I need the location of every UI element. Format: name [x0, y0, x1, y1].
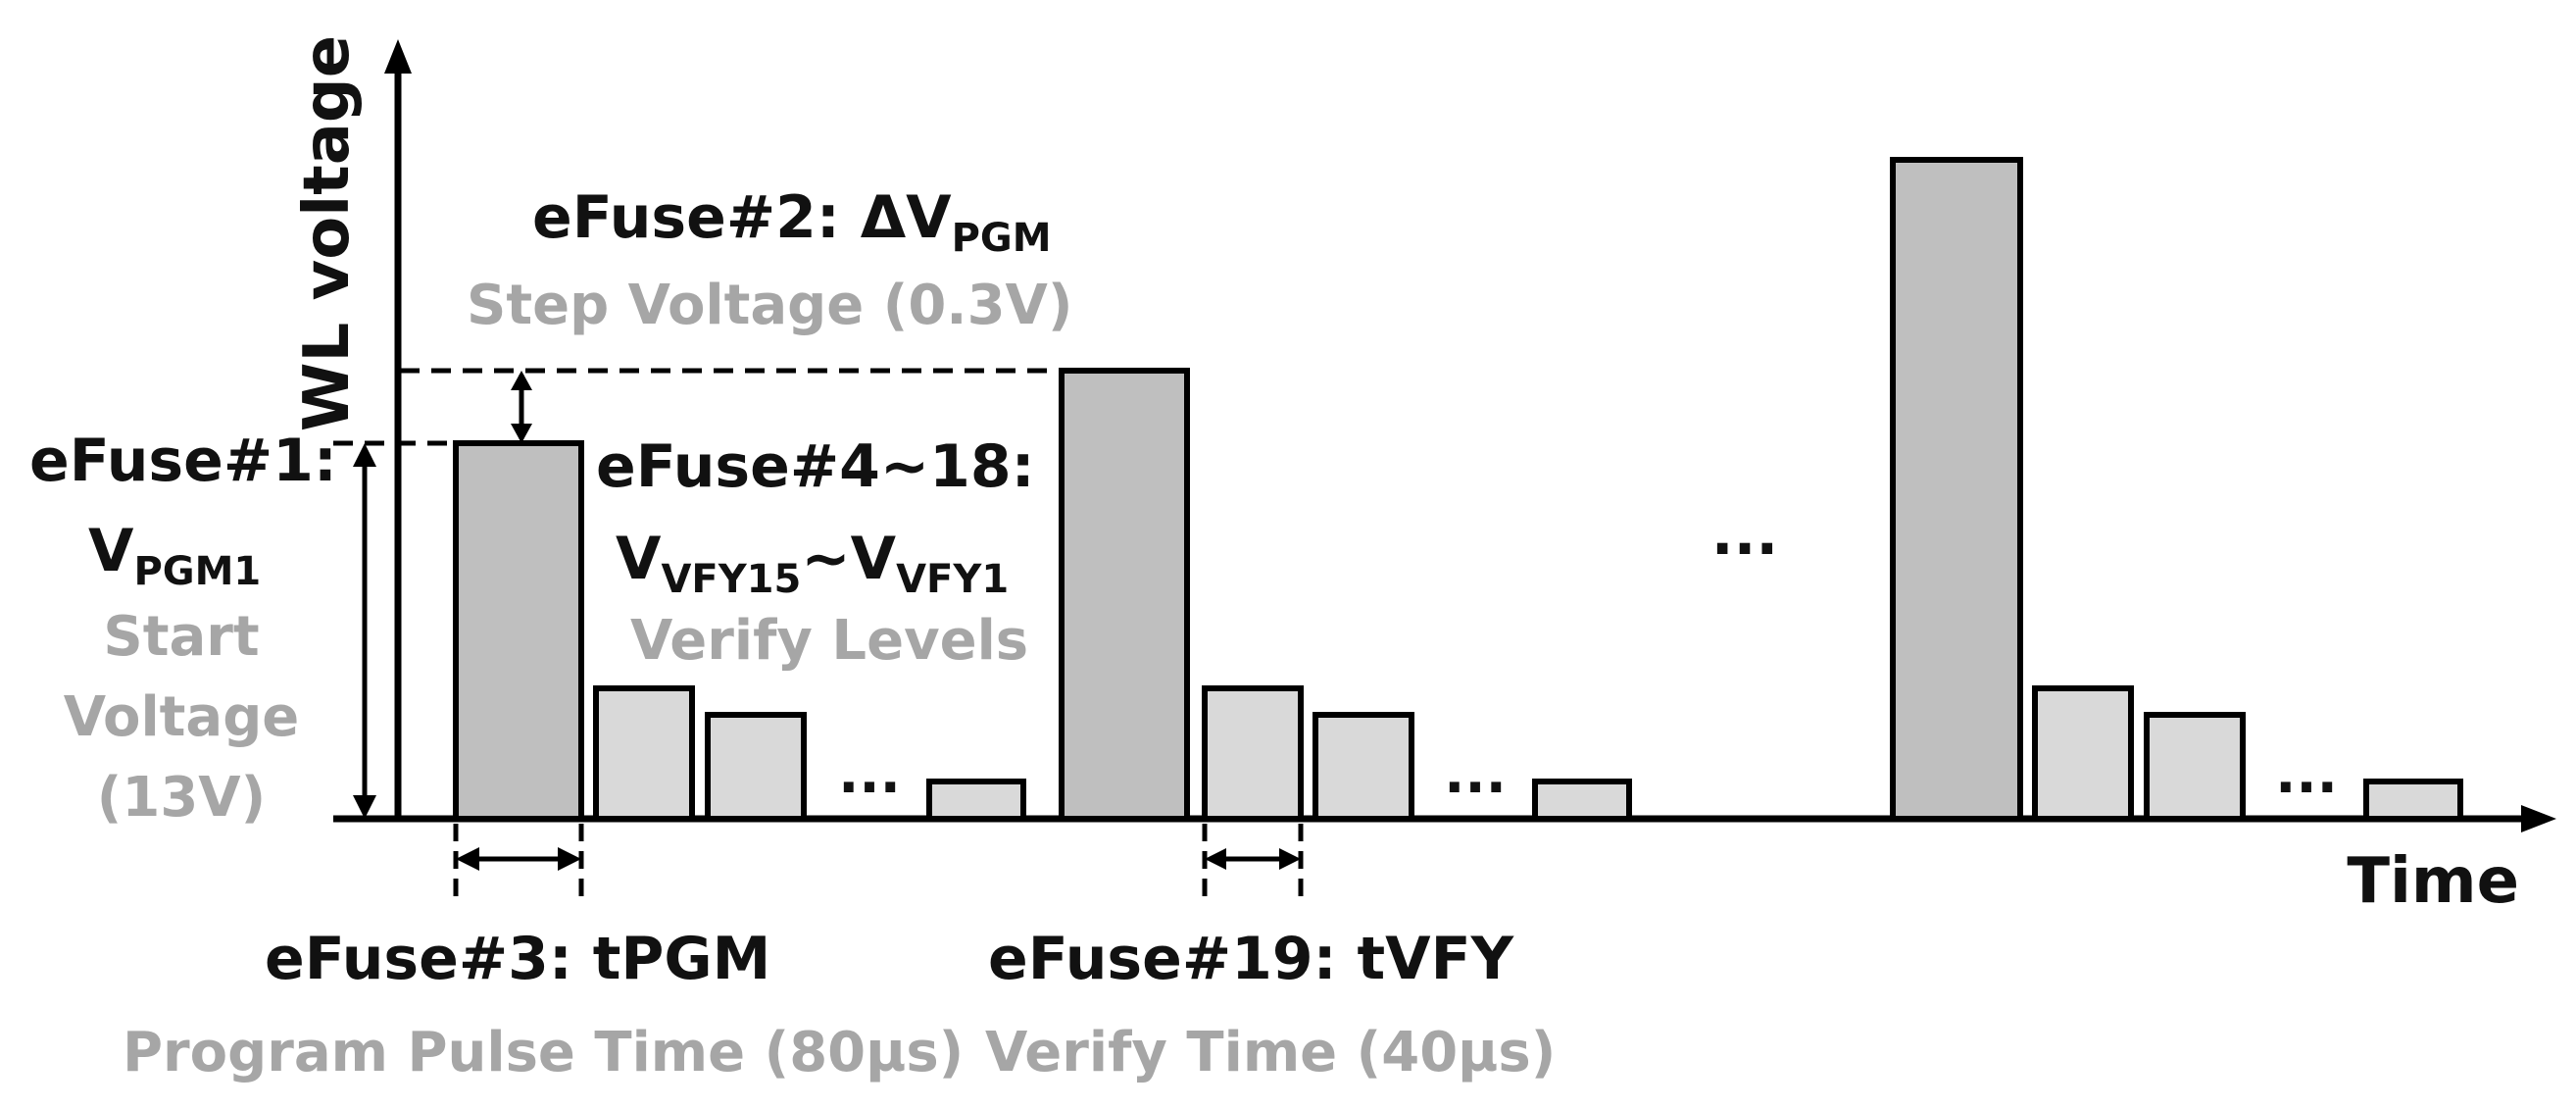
ellipsis: ... [838, 742, 901, 806]
efuse4-18-description: Verify Levels [630, 609, 1028, 673]
y-axis-arrowhead [384, 39, 412, 74]
step-voltage-guides [333, 368, 1062, 446]
start-voltage-arrowhead-top [353, 443, 376, 467]
verify-pulse-bar [593, 685, 695, 822]
efuse19-title: eFuse#19: tVFY [988, 925, 1515, 993]
pulse-group-n: ... [1890, 157, 2463, 822]
pulse-group-1: ... [453, 440, 1026, 822]
verify-pulse-bar [705, 712, 807, 822]
efuse3-title: eFuse#3: tPGM [265, 925, 770, 993]
x-axis-label: Time [2347, 845, 2519, 918]
step-voltage-arrowhead-top [511, 371, 532, 390]
efuse2-subscript: PGM [952, 216, 1052, 261]
efuse1-desc-line-2: Voltage [64, 685, 300, 749]
efuse3-annotation: eFuse#3: tPGM Program Pulse Time (80µs) [123, 925, 964, 1084]
ellipsis: ... [1444, 742, 1507, 806]
verify-pulse-bar [2144, 712, 2246, 822]
efuse1-symbol: VPGM1 [88, 517, 261, 594]
efuse2-annotation: eFuse#2: ΔVPGM Step Voltage (0.3V) [467, 183, 1072, 337]
efuse19-description: Verify Time (40µs) [985, 1021, 1556, 1084]
verify-pulse-bar [1532, 779, 1632, 822]
ellipsis: ... [2275, 742, 2338, 806]
efuse3-description: Program Pulse Time (80µs) [123, 1021, 964, 1084]
efuse1-subscript: PGM1 [133, 549, 261, 594]
efuse2-description: Step Voltage (0.3V) [467, 274, 1072, 337]
efuse4-18-levels: VVFY15~VVFY1 [616, 525, 1009, 602]
tpgm-arrowhead-right [558, 847, 581, 871]
tvfy-dimension [1202, 824, 1304, 902]
tvfy-arrowhead-right [1279, 848, 1301, 870]
tpgm-arrowhead-left [456, 847, 479, 871]
tpgm-dimension [453, 824, 584, 902]
verify-pulse-bar [2032, 685, 2134, 822]
step-voltage-arrowhead-bottom [511, 424, 532, 443]
efuse1-desc-line-1: Start [103, 605, 259, 669]
efuse1-desc-line-3: (13V) [97, 766, 266, 830]
start-voltage-arrow [353, 443, 376, 819]
y-axis-label: WL voltage [291, 35, 364, 431]
verify-pulse-bar [2363, 779, 2463, 822]
efuse4-18-annotation: eFuse#4~18: VVFY15~VVFY1 Verify Levels [596, 432, 1035, 673]
verify-pulse-bar [1202, 685, 1304, 822]
program-pulse-bar [1059, 368, 1190, 822]
efuse1-annotation: eFuse#1: VPGM1 Start Voltage (13V) [29, 427, 337, 830]
program-pulse-bar [453, 440, 584, 822]
efuse19-annotation: eFuse#19: tVFY Verify Time (40µs) [985, 925, 1556, 1084]
program-pulse-bar [1890, 157, 2023, 822]
ellipsis-between-groups: ... [1711, 500, 1778, 569]
verify-pulse-bar [926, 779, 1026, 822]
start-voltage-arrowhead-bottom [353, 795, 376, 819]
efuse2-title: eFuse#2: ΔVPGM [532, 183, 1052, 261]
verify-pulse-bar [1313, 712, 1414, 822]
x-axis-arrowhead [2521, 805, 2556, 832]
tvfy-arrowhead-left [1205, 848, 1226, 870]
efuse1-title: eFuse#1: [29, 427, 337, 495]
efuse4-18-title: eFuse#4~18: [596, 432, 1035, 501]
pulse-group-2: ... [1059, 368, 1632, 822]
